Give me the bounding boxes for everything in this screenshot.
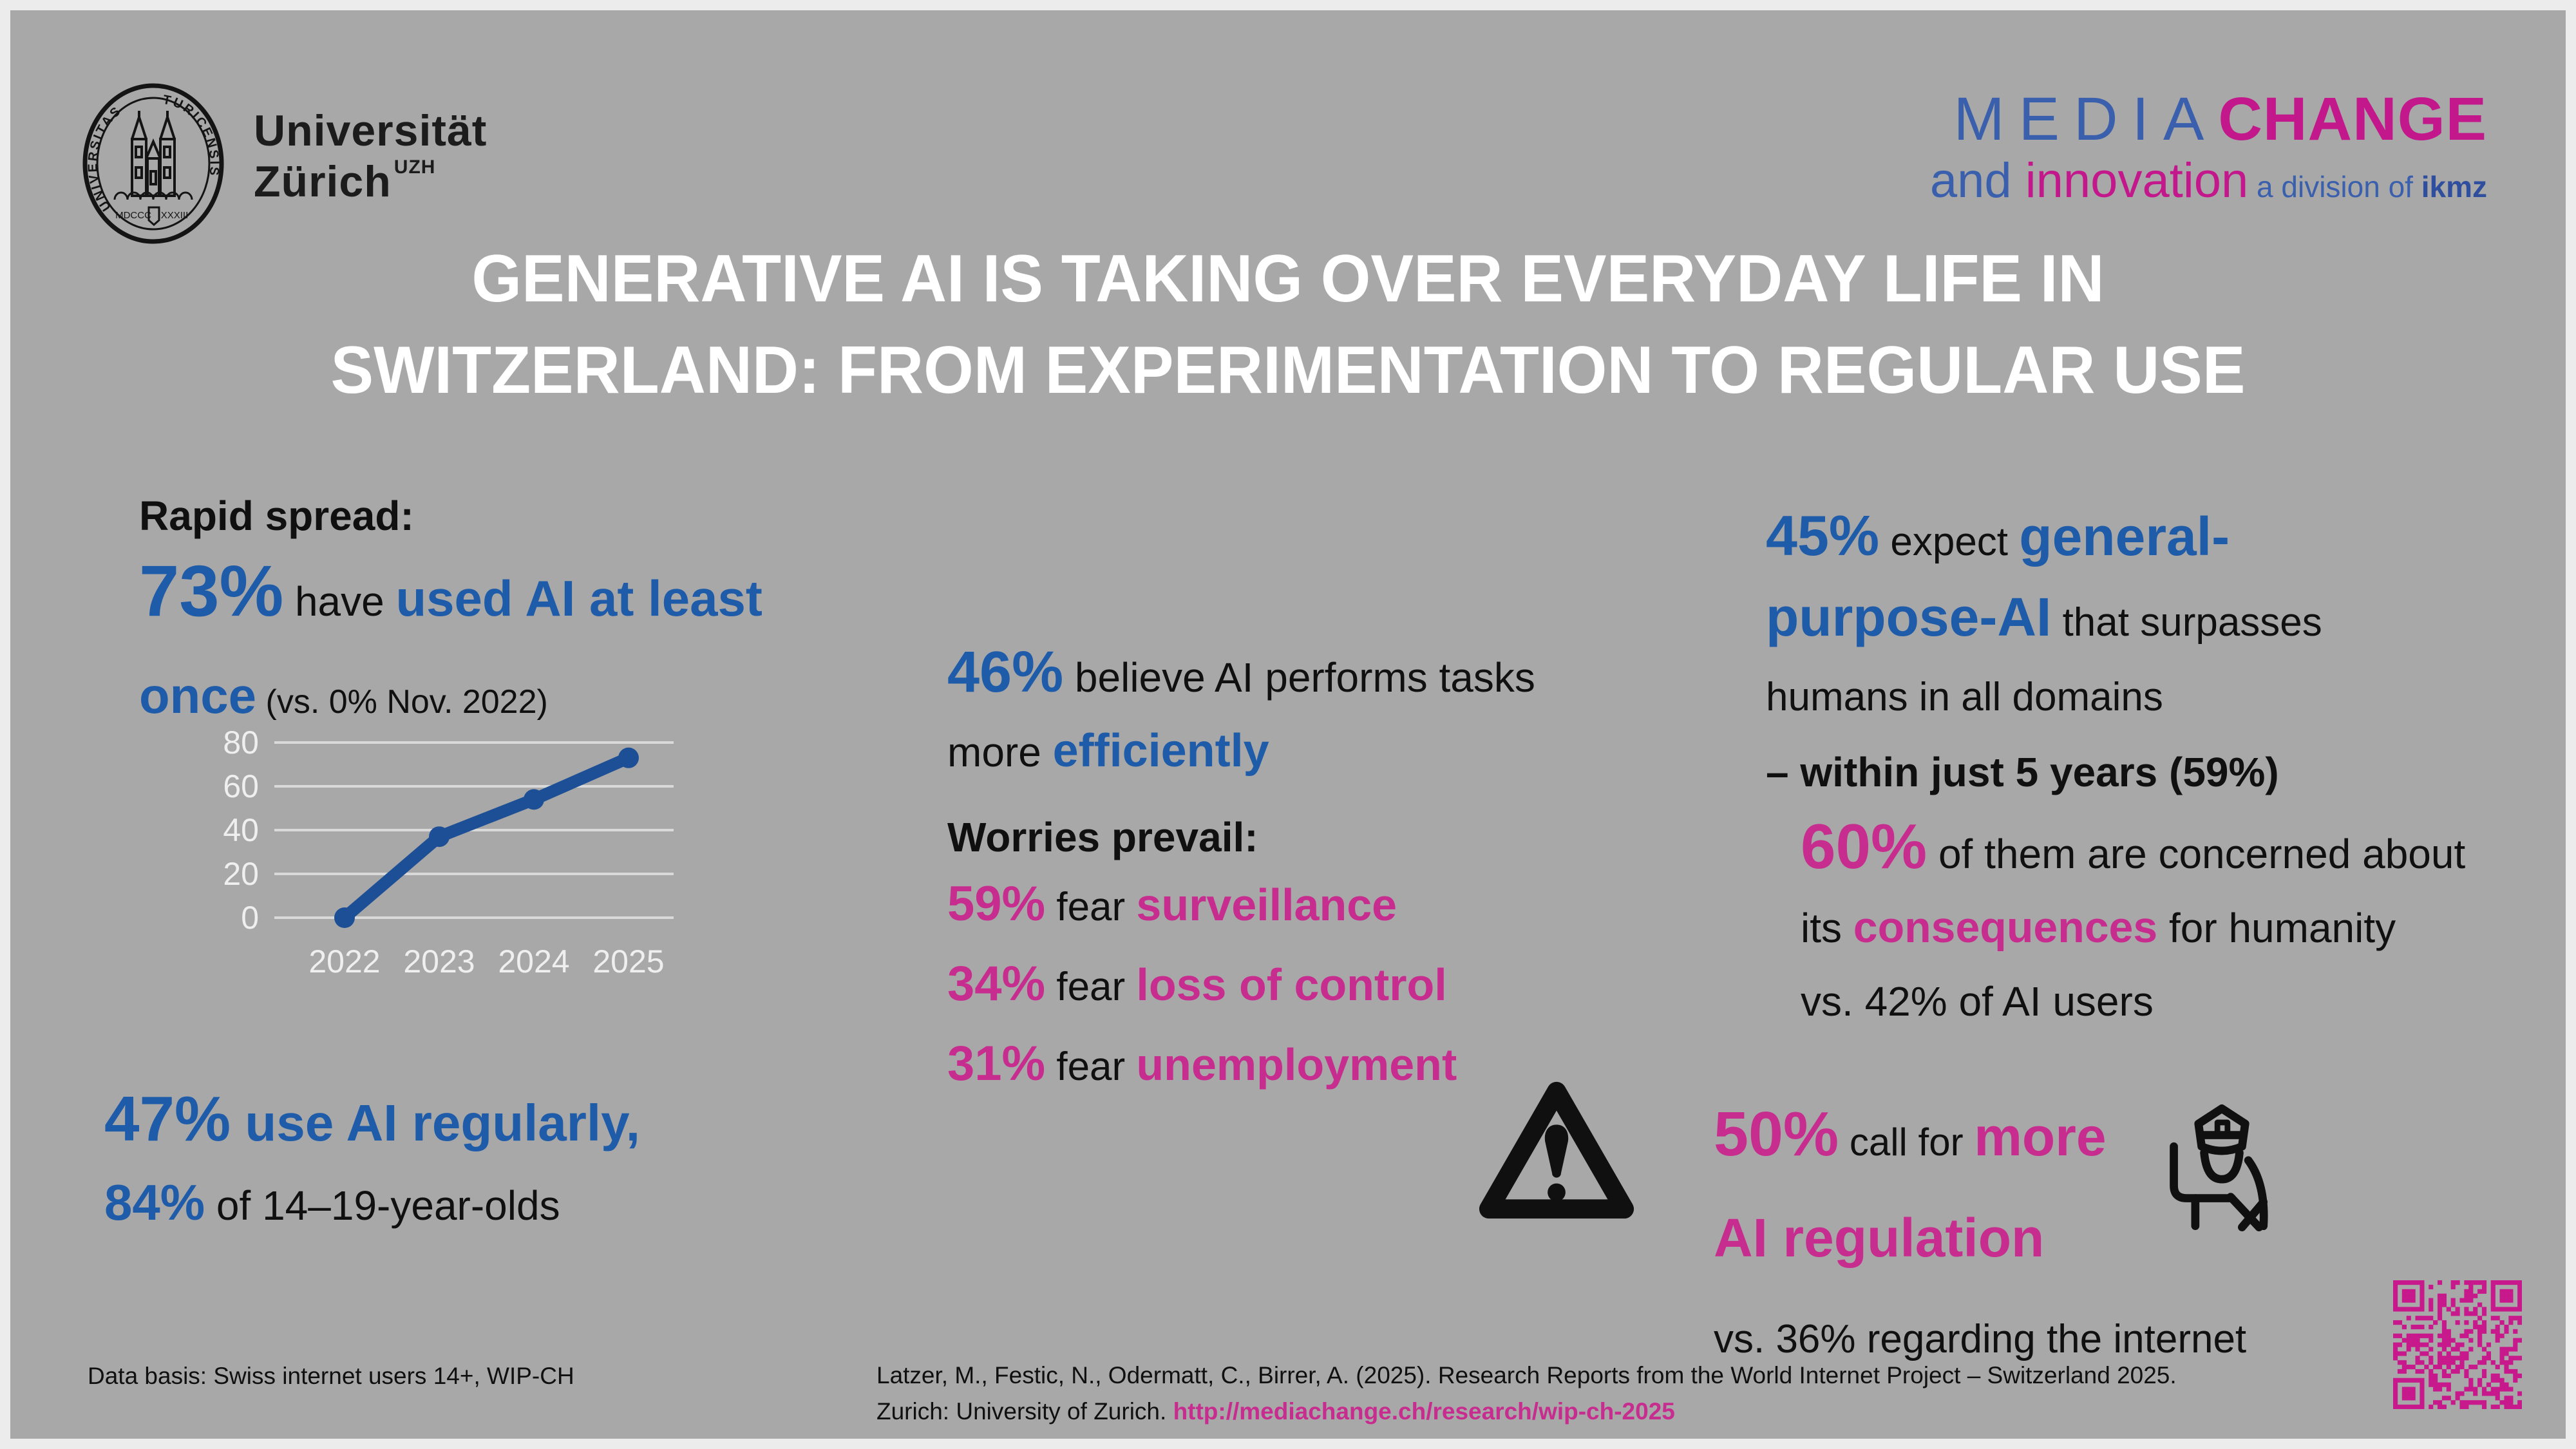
svg-text:2024: 2024	[498, 943, 569, 980]
logo-ikmz: ikmz	[2421, 170, 2487, 204]
rapid-spread-heading: Rapid spread:	[139, 493, 414, 539]
stat-46-pct: 46%	[947, 640, 1064, 705]
gpai-stat: 45% expect general- purpose-AI that surp…	[1766, 504, 2322, 795]
citation: Latzer, M., Festic, N., Odermatt, C., Bi…	[876, 1358, 2177, 1429]
uzh-name-line2: Zürich	[254, 156, 392, 206]
page-title: GENERATIVE AI IS TAKING OVER EVERYDAY LI…	[10, 233, 2566, 416]
seal-cathedral-icon	[113, 111, 193, 226]
svg-text:2022: 2022	[308, 943, 380, 980]
rapid-spread-stat: 73% have used AI at least once (vs. 0% N…	[139, 551, 762, 724]
media-change-logo: MEDIACHANGE and innovation a division of…	[1930, 89, 2487, 205]
uzh-wordmark: Universität Zürich UZH	[254, 106, 487, 207]
worries-heading: Worries prevail:	[947, 814, 1258, 860]
qr-code	[2393, 1280, 2523, 1410]
data-basis-note: Data basis: Swiss internet users 14+, WI…	[88, 1363, 574, 1389]
svg-text:2025: 2025	[592, 943, 664, 980]
svg-text:2023: 2023	[403, 943, 475, 980]
svg-text:0: 0	[241, 900, 259, 936]
svg-text:80: 80	[223, 724, 259, 761]
title-line-2: SWITZERLAND: FROM EXPERIMENTATION TO REG…	[330, 333, 2246, 408]
logo-division-of: a division of	[2248, 170, 2421, 204]
stat-60-pct: 60%	[1801, 811, 1927, 882]
logo-change: CHANGE	[2218, 85, 2487, 153]
stat-47-pct: 47%	[104, 1083, 231, 1154]
citation-line-2: Zurich: University of Zurich.	[876, 1397, 1173, 1425]
worry-item-surveillance: 59% fear surveillance	[947, 876, 1397, 931]
concern-stat: 60% of them are concerned about its cons…	[1801, 811, 2466, 1025]
worry-item-loss-of-control: 34% fear loss of control	[947, 956, 1447, 1011]
uzh-sup: UZH	[393, 156, 436, 178]
svg-text:TURICENSIS: TURICENSIS	[162, 93, 222, 178]
seal-year-left: MDCCC	[115, 210, 151, 221]
uzh-logo: UNIVERSITAS TURICENSIS MDCCC XXXI	[78, 80, 487, 247]
citation-line-1: Latzer, M., Festic, N., Odermatt, C., Bi…	[876, 1362, 2177, 1388]
worry-item-unemployment: 31% fear unemployment	[947, 1036, 1457, 1091]
stat-73-pct: 73%	[139, 551, 284, 631]
logo-and: and	[1929, 153, 2025, 208]
stat-50-pct: 50%	[1714, 1099, 1839, 1169]
efficiency-stat: 46% believe AI performs tasks more effic…	[947, 640, 1535, 777]
stat-45-pct: 45%	[1766, 504, 1880, 567]
title-line-1: GENERATIVE AI IS TAKING OVER EVERYDAY LI…	[471, 242, 2105, 316]
regulation-stat: 50% call for more AI regulation vs. 36% …	[1714, 1099, 2247, 1361]
worries-list: 59% fear surveillance 34% fear loss of c…	[947, 871, 1457, 1110]
uzh-name-line1: Universität	[254, 106, 488, 155]
logo-media: MEDIA	[1953, 85, 2219, 153]
gpai-emphasis: – within just 5 years (59%)	[1766, 749, 2279, 795]
svg-text:60: 60	[223, 768, 259, 804]
svg-text:40: 40	[223, 812, 259, 848]
seal-text-right: TURICENSIS	[162, 93, 220, 178]
seal-year-right: XXXIII	[161, 210, 189, 221]
stat-84-pct: 84%	[104, 1174, 205, 1231]
ai-usage-line-chart: 0 20 40 60 80 2022 2023 2024 2025	[223, 712, 712, 996]
logo-innovation: innovation	[2025, 153, 2249, 208]
regular-use-stat: 47% use AI regularly, 84% of 14–19-year-…	[104, 1083, 640, 1231]
warning-icon	[1479, 1081, 1634, 1219]
citation-link[interactable]: http://mediachange.ch/research/wip-ch-20…	[1173, 1397, 1675, 1425]
svg-text:20: 20	[223, 856, 259, 892]
police-officer-icon	[2170, 1104, 2268, 1232]
uzh-seal-icon: UNIVERSITAS TURICENSIS MDCCC XXXI	[82, 83, 224, 244]
